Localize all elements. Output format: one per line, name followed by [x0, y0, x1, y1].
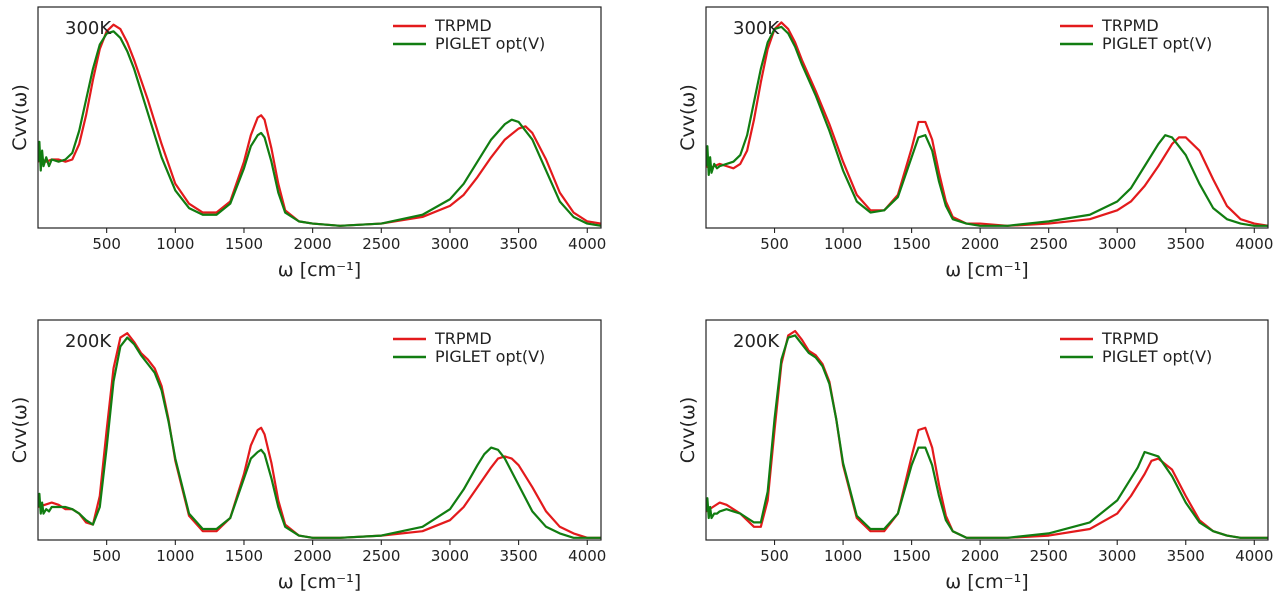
x-tick-label: 3000	[1098, 235, 1136, 253]
x-tick-label: 2500	[362, 235, 400, 253]
series-line-piglet	[38, 30, 601, 227]
x-tick-label: 1000	[156, 235, 194, 253]
x-tick-label: 2500	[1030, 235, 1068, 253]
x-tick-label: 3000	[431, 235, 469, 253]
x-tick-label: 3000	[431, 547, 469, 565]
x-tick-label: 1500	[225, 547, 263, 565]
series-line-piglet	[38, 336, 601, 539]
x-tick-label: 4000	[568, 547, 606, 565]
chart-panel-bottom-left: 500 1000 1500 2000 2500 3000 3500 4000 ω [cm⁻¹] C…	[9, 319, 606, 593]
x-tick-label: 2500	[1030, 547, 1068, 565]
x-tick-label: 3500	[1167, 547, 1205, 565]
legend-label-piglet: PIGLET opt(V)	[1102, 34, 1212, 53]
legend-label-trpmd: TRPMD	[1101, 329, 1159, 348]
temperature-label: 300K	[65, 18, 112, 39]
x-tick-label: 1500	[225, 235, 263, 253]
temperature-label: 200K	[65, 331, 112, 352]
x-tick-label: 3500	[1167, 235, 1205, 253]
x-tick-label: 1000	[156, 547, 194, 565]
x-tick-label: 2500	[362, 547, 400, 565]
series-line-piglet	[706, 25, 1268, 227]
chart-panel-top-left: 500 1000 1500 2000 2500 3000 3500 4000 ω [cm⁻¹] C…	[9, 6, 606, 281]
series-line-trpmd	[706, 329, 1268, 539]
x-tick-label: 500	[92, 235, 121, 253]
x-tick-label: 1500	[893, 235, 931, 253]
x-axis-label: ω [cm⁻¹]	[945, 259, 1028, 281]
y-axis-label: Cvv(ω)	[677, 397, 699, 464]
x-tick-label: 1500	[893, 547, 931, 565]
legend-label-piglet: PIGLET opt(V)	[1102, 347, 1212, 366]
x-tick-label: 3500	[500, 547, 538, 565]
x-axis-label: ω [cm⁻¹]	[278, 571, 361, 593]
y-axis-label: Cvv(ω)	[677, 84, 699, 151]
x-tick-label: 2000	[294, 547, 332, 565]
x-tick-label: 4000	[1235, 547, 1273, 565]
chart-panel-bottom-right: 500 1000 1500 2000 2500 3000 3500 4000 ω [cm⁻¹] C…	[677, 319, 1273, 593]
legend-label-piglet: PIGLET opt(V)	[435, 347, 545, 366]
x-tick-label: 3500	[500, 235, 538, 253]
x-tick-label: 2000	[961, 235, 999, 253]
x-tick-label: 2000	[294, 235, 332, 253]
series-line-trpmd	[38, 332, 601, 539]
series-line-piglet	[706, 334, 1268, 539]
x-tick-label: 4000	[1235, 235, 1273, 253]
temperature-label: 300K	[733, 18, 780, 39]
x-tick-label: 1000	[824, 547, 862, 565]
y-axis-label: Cvv(ω)	[9, 397, 31, 464]
legend-label-piglet: PIGLET opt(V)	[435, 34, 545, 53]
plot-frame	[705, 319, 1269, 541]
legend-label-trpmd: TRPMD	[434, 329, 492, 348]
plot-frame	[705, 6, 1269, 229]
x-axis-label: ω [cm⁻¹]	[945, 571, 1028, 593]
x-tick-label: 500	[760, 235, 789, 253]
chart-panel-top-right: 500 1000 1500 2000 2500 3000 3500 4000 ω [cm⁻¹] C…	[677, 6, 1273, 281]
x-tick-label: 3000	[1098, 547, 1136, 565]
plot-frame	[37, 6, 602, 229]
y-axis-label: Cvv(ω)	[9, 84, 31, 151]
legend-label-trpmd: TRPMD	[434, 16, 492, 35]
x-tick-label: 500	[760, 547, 789, 565]
plot-frame	[37, 319, 602, 541]
x-tick-label: 2000	[961, 547, 999, 565]
temperature-label: 200K	[733, 331, 780, 352]
x-axis-label: ω [cm⁻¹]	[278, 259, 361, 281]
x-tick-label: 500	[92, 547, 121, 565]
series-line-trpmd	[706, 21, 1268, 227]
legend-label-trpmd: TRPMD	[1101, 16, 1159, 35]
x-tick-label: 1000	[824, 235, 862, 253]
x-tick-label: 4000	[568, 235, 606, 253]
series-line-trpmd	[38, 23, 601, 227]
